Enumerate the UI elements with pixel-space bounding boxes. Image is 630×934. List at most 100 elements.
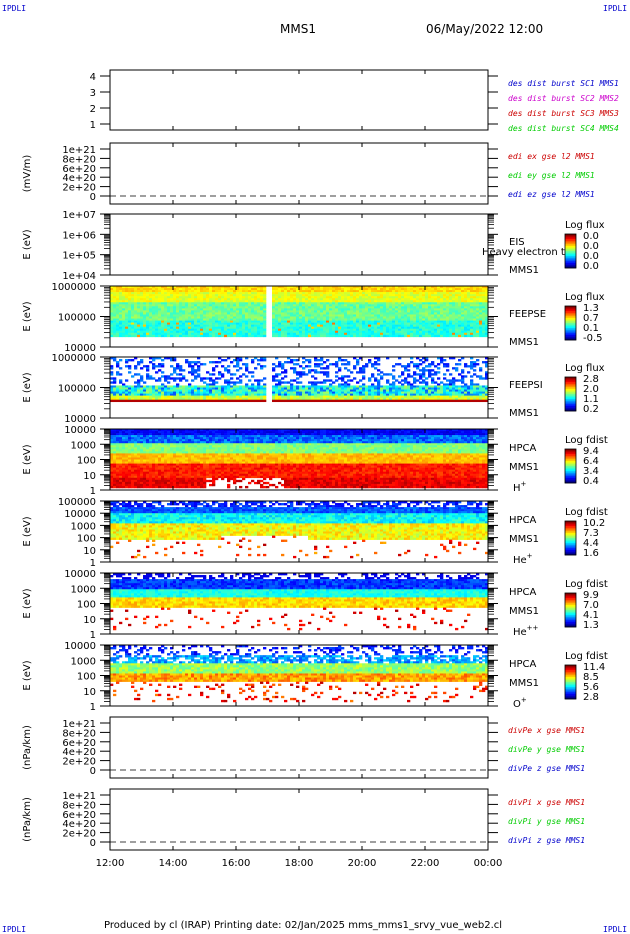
species-label: He++ — [513, 624, 539, 638]
colorbar-tick-label: 0.0 — [583, 241, 599, 252]
y-tick-label: 1 — [90, 702, 96, 713]
instrument-label: FEEPSE — [509, 309, 546, 320]
x-tick-label: 12:00 — [96, 858, 125, 869]
y-tick-label: 100 — [77, 600, 96, 611]
y-tick-label: 100000 — [58, 313, 96, 324]
y-tick-label: 2e+20 — [62, 829, 96, 840]
legend-entry: des dist burst SC3 MMS3 — [508, 109, 619, 118]
colorbar-tick-label: 0.1 — [583, 323, 599, 334]
colorbar-title: Log flux — [565, 292, 605, 303]
colorbar-title: Log fdist — [565, 435, 608, 446]
panel-1: 4 3 2 1 des dist burst SC1 MMS1 des dist burs… — [90, 69, 619, 133]
y-tick-label: 4e+20 — [62, 747, 96, 758]
colorbar-tick-label: 2.8 — [583, 374, 599, 385]
instrument-label: HPCA — [509, 515, 537, 526]
y-tick-label: 1 — [90, 120, 96, 131]
y-tick-label: 100000 — [58, 497, 96, 508]
spacecraft-label: MMS1 — [509, 606, 539, 617]
colorbar-tick-label: 1.3 — [583, 303, 599, 314]
y-tick-label: 0 — [90, 192, 96, 203]
y-tick-label: 100 — [77, 534, 96, 545]
y-tick-label: 1e+21 — [62, 719, 96, 730]
colorbar-tick-label: 9.4 — [583, 446, 599, 457]
panel-frame — [109, 69, 489, 131]
y-tick-label: 1000000 — [51, 282, 96, 293]
y-tick-label: 8e+20 — [62, 800, 96, 811]
y-tick-label: 2e+20 — [62, 183, 96, 194]
legend-entry: divPe x gse MMS1 — [508, 726, 585, 735]
spacecraft-label: MMS1 — [509, 678, 539, 689]
colorbar-tick-label: 4.4 — [583, 538, 599, 549]
instrument-label: HPCA — [509, 443, 537, 454]
x-tick-label: 14:00 — [159, 858, 188, 869]
panel-frame — [109, 788, 489, 851]
legend-entry: des dist burst SC4 MMS4 — [508, 124, 619, 133]
instrument-label: HPCA — [509, 659, 537, 670]
species-label: O+ — [513, 696, 527, 710]
colorbar-tick-label: 9.9 — [583, 590, 599, 601]
spacecraft-label: MMS1 — [509, 337, 539, 348]
panel-frame — [109, 213, 489, 276]
y-tick-label: 10 — [83, 687, 96, 698]
colorbar-tick-label: 1.1 — [583, 394, 599, 405]
y-tick-label: 100000 — [58, 384, 96, 395]
x-tick-label: 16:00 — [222, 858, 251, 869]
overlay-label: Heavy electron to — [482, 247, 571, 258]
panel-5: E (eV) 1000000 100000 10000 FEEPSI MMS1 Log fl… — [22, 353, 605, 425]
y-tick-label: 10 — [83, 615, 96, 626]
colorbar-title: Log flux — [565, 220, 605, 231]
y-tick-label: 10000 — [64, 641, 96, 652]
y-tick-label: 1000000 — [51, 353, 96, 364]
colorbar — [564, 664, 577, 700]
colorbar — [564, 448, 577, 484]
y-axis-label: (nPa/km) — [22, 797, 33, 842]
y-axis-label: E (eV) — [22, 444, 33, 474]
colorbar — [564, 592, 577, 628]
colorbar-tick-label: 2.0 — [583, 384, 599, 395]
spacecraft-label: MMS1 — [509, 534, 539, 545]
species-label: He+ — [513, 552, 533, 566]
y-tick-label: 6e+20 — [62, 738, 96, 749]
y-tick-label: 1e+06 — [62, 230, 96, 241]
colorbar-tick-label: 3.4 — [583, 466, 599, 477]
instrument-label: HPCA — [509, 587, 537, 598]
panel-9: E (eV) 10000 1000 100 10 1 HPCA MMS1 O+ Log fdist… — [22, 641, 608, 713]
y-tick-label: 4 — [90, 72, 96, 83]
x-tick-label: 18:00 — [285, 858, 314, 869]
colorbar-tick-label: 11.4 — [583, 662, 605, 673]
y-tick-label: 1000 — [71, 656, 96, 667]
y-tick-label: 4e+20 — [62, 819, 96, 830]
y-axis-label: E (eV) — [22, 516, 33, 546]
y-tick-label: 2 — [90, 104, 96, 115]
y-axis-label: E (eV) — [22, 588, 33, 618]
y-tick-label: 1 — [90, 486, 96, 497]
y-tick-label: 1000 — [71, 521, 96, 532]
colorbar-title: Log fdist — [565, 579, 608, 590]
y-tick-label: 100 — [77, 672, 96, 683]
spacecraft-label: MMS1 — [509, 265, 539, 276]
y-tick-label: 100 — [77, 456, 96, 467]
colorbar-tick-label: 1.3 — [583, 620, 599, 631]
date-title: 06/May/2022 12:00 — [426, 22, 544, 36]
x-tick-label: 22:00 — [411, 858, 440, 869]
colorbar — [564, 520, 577, 556]
panel-4: E (eV) 1000000 100000 10000 FEEPSE MMS1 Log fl… — [22, 282, 605, 354]
y-tick-label: 10 — [83, 471, 96, 482]
legend-entry: des dist burst SC2 MMS2 — [508, 94, 619, 103]
y-tick-label: 10 — [83, 546, 96, 557]
y-tick-label: 6e+20 — [62, 164, 96, 175]
legend-entry: des dist burst SC1 MMS1 — [508, 79, 619, 88]
instrument-label: EIS — [509, 237, 525, 248]
colorbar-tick-label: 5.6 — [583, 682, 599, 693]
colorbar-tick-label: 0.4 — [583, 476, 599, 487]
y-tick-label: 1000 — [71, 584, 96, 595]
y-axis-label: E (eV) — [22, 372, 33, 402]
colorbar-tick-label: 0.2 — [583, 404, 599, 415]
colorbar-tick-label: 10.2 — [583, 518, 605, 529]
legend-entry: edi ey gse l2 MMS1 — [508, 171, 595, 180]
spacecraft-title: MMS1 — [280, 22, 316, 36]
corner-tag-bottom-right: IPDLI — [603, 925, 628, 934]
colorbar-tick-label: 0.0 — [583, 251, 599, 262]
